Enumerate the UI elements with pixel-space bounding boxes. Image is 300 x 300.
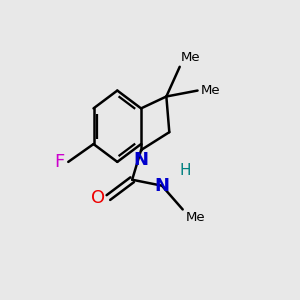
Text: Me: Me	[186, 211, 205, 224]
Text: N: N	[154, 177, 169, 195]
Text: Me: Me	[181, 51, 201, 64]
Text: Me: Me	[200, 84, 220, 97]
Text: H: H	[180, 163, 191, 178]
Text: N: N	[134, 151, 148, 169]
Text: O: O	[91, 189, 105, 207]
Text: F: F	[54, 153, 65, 171]
